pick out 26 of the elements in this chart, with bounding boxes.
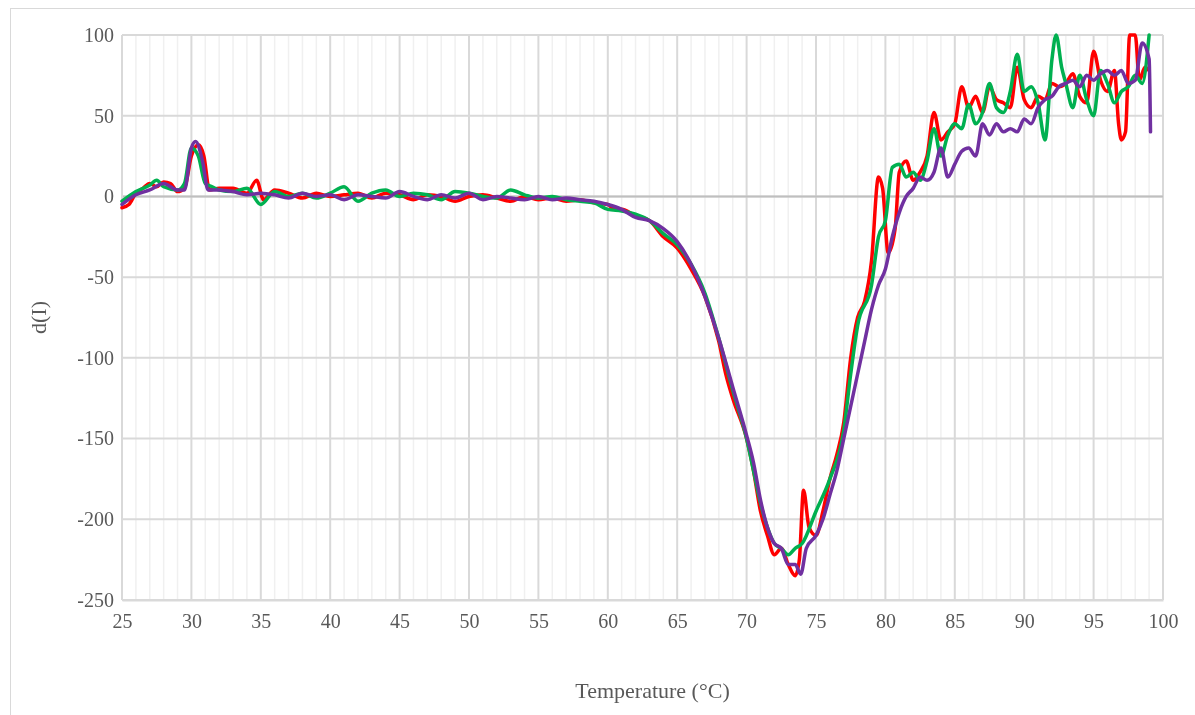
x-tick-label: 30 <box>181 610 202 633</box>
y-tick-label: -100 <box>77 346 114 369</box>
x-tick-label: 40 <box>320 610 341 633</box>
x-tick-label: 85 <box>945 610 966 633</box>
x-tick-label: 90 <box>1014 610 1035 633</box>
x-tick-label: 45 <box>390 610 411 633</box>
y-tick-label: -200 <box>77 508 114 531</box>
y-tick-label: -150 <box>77 427 114 450</box>
x-tick-label: 55 <box>528 610 549 633</box>
x-tick-label: 80 <box>875 610 896 633</box>
y-tick-label: 50 <box>94 104 114 127</box>
y-axis-title: d(I) <box>26 301 51 334</box>
y-tick-label: -50 <box>87 266 114 289</box>
x-tick-label: 95 <box>1084 610 1105 633</box>
x-tick-label: 35 <box>251 610 272 633</box>
x-tick-label: 65 <box>667 610 688 633</box>
x-tick-label: 100 <box>1148 610 1179 633</box>
y-tick-label: -250 <box>77 588 114 611</box>
x-tick-label: 70 <box>737 610 758 633</box>
x-tick-label: 75 <box>806 610 827 633</box>
x-tick-label: 25 <box>112 610 133 633</box>
y-tick-label: 0 <box>104 185 114 208</box>
x-tick-label: 50 <box>459 610 480 633</box>
y-tick-label: 100 <box>84 23 114 46</box>
x-tick-label: 60 <box>598 610 619 633</box>
x-axis-title: Temperature (°C) <box>575 678 730 703</box>
